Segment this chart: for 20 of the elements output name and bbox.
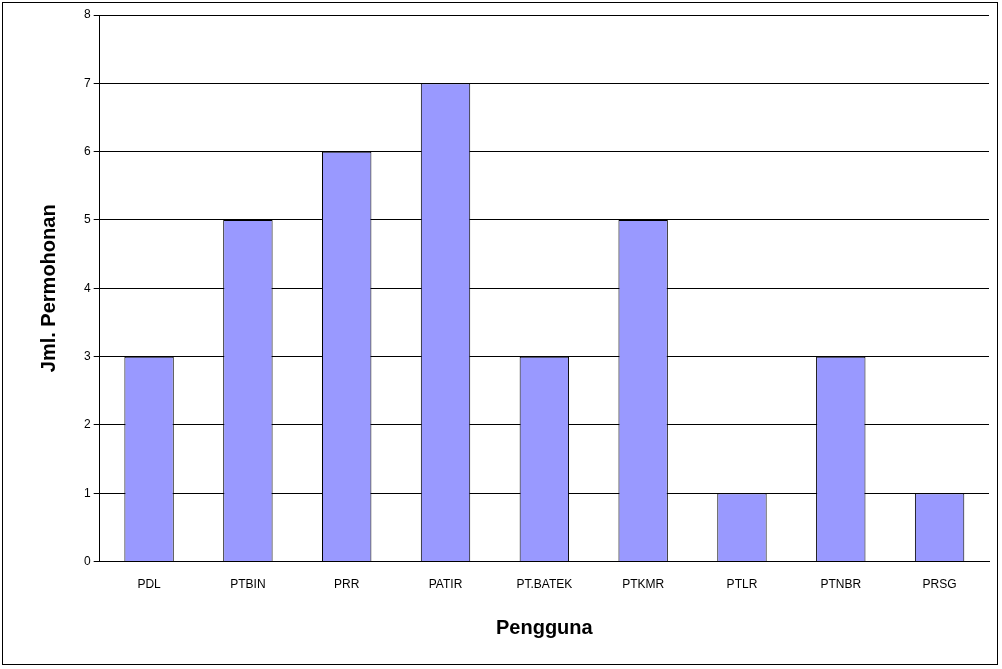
y-tick-label: 3: [83, 348, 91, 363]
y-tick-label: 5: [83, 212, 91, 227]
y-tick-label: 7: [83, 75, 91, 90]
x-tick-label: PATIR: [428, 577, 463, 592]
x-tick-label: PRSG: [922, 577, 957, 592]
y-tick-label: 1: [83, 485, 91, 500]
x-tick-label: PT.BATEK: [516, 577, 573, 592]
y-tick-label: 2: [83, 417, 91, 432]
y-axis-title: Jml. Permohonan: [36, 204, 59, 373]
x-tick-label: PTBIN: [230, 577, 266, 592]
x-tick-label: PTKMR: [622, 577, 665, 592]
x-tick-label: PRR: [334, 577, 360, 592]
x-tick-label: PTLR: [726, 577, 758, 592]
y-tick-label: 0: [83, 553, 91, 568]
y-tick-label: 4: [83, 280, 91, 295]
x-tick-label: PTNBR: [820, 577, 862, 592]
y-tick-label: 6: [83, 143, 91, 158]
x-axis-title: Pengguna: [496, 615, 594, 638]
y-tick-label: 8: [83, 7, 91, 22]
x-tick-label: PDL: [137, 577, 162, 592]
